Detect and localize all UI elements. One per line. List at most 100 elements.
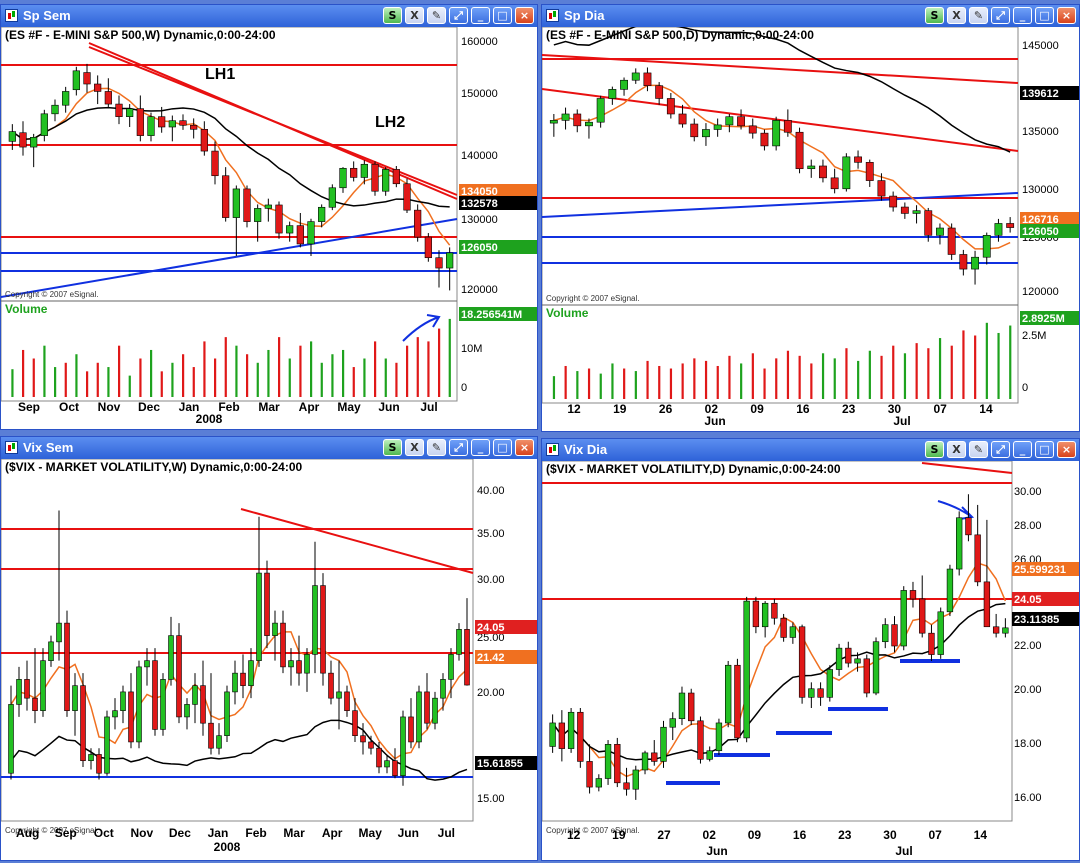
- volume-bar: [1009, 325, 1012, 399]
- candle-body: [435, 257, 443, 269]
- candle-body: [725, 116, 734, 126]
- price-label: 126050: [1022, 226, 1059, 238]
- volume-bar: [775, 358, 778, 399]
- y-tick-label: 30.00: [1014, 486, 1042, 498]
- volume-bar: [786, 350, 790, 399]
- interval-button[interactable]: X: [947, 7, 966, 24]
- symbol-button[interactable]: S: [383, 439, 402, 456]
- close-button[interactable]: ×: [515, 439, 534, 456]
- candle-body: [889, 195, 898, 208]
- link-icon[interactable]: ⤢: [991, 7, 1010, 24]
- link-icon[interactable]: ⤢: [991, 441, 1010, 458]
- volume-bar: [267, 349, 270, 397]
- y-tick-label: 15.00: [477, 793, 505, 805]
- symbol-button[interactable]: S: [925, 441, 944, 458]
- volume-bar: [576, 371, 579, 399]
- candle-body: [232, 188, 240, 218]
- volume-bar: [599, 373, 602, 399]
- y-tick-label: 135000: [1022, 126, 1059, 138]
- chart-window-sp-dia[interactable]: Sp Dia S X ✎ ⤢ _ □ × (ES #F - E-MINI S&P…: [541, 4, 1080, 432]
- candle-body: [936, 227, 944, 236]
- app-icon: [5, 441, 18, 454]
- trend-line: [921, 462, 1013, 474]
- maximize-button[interactable]: □: [1035, 7, 1054, 24]
- minimize-button[interactable]: _: [471, 7, 490, 24]
- candle-body: [248, 660, 254, 686]
- minimize-button[interactable]: _: [1013, 441, 1032, 458]
- candle-body: [549, 722, 556, 747]
- candle-body: [115, 103, 123, 117]
- candle-body: [40, 113, 48, 136]
- x-tick-label: Mar: [283, 826, 305, 840]
- x-tick-label: 27: [657, 828, 671, 842]
- volume-bar: [751, 353, 754, 399]
- volume-bar: [203, 341, 206, 397]
- candle-body: [734, 664, 741, 739]
- price-chart[interactable]: ($VIX - MARKET VOLATILITY,W) Dynamic,0:0…: [1, 459, 537, 860]
- y-tick-label: 35.00: [477, 528, 505, 540]
- volume-bar: [288, 358, 291, 397]
- y-tick-label: 145000: [1022, 40, 1059, 52]
- volume-bar: [139, 358, 142, 397]
- volume-value: 2.8925M: [1022, 313, 1065, 325]
- candle-body: [631, 72, 640, 81]
- minimize-button[interactable]: _: [471, 439, 490, 456]
- volume-value-box: [459, 307, 537, 321]
- window-title: Sp Sem: [23, 8, 71, 23]
- interval-button[interactable]: X: [947, 441, 966, 458]
- candle-body: [608, 89, 617, 99]
- close-button[interactable]: ×: [515, 7, 534, 24]
- x-tick-label: Mar: [258, 400, 280, 414]
- candle-body: [336, 691, 342, 699]
- chart-window-sp-sem[interactable]: Sp Sem S X ✎ ⤢ _ □ × (ES #F - E-MINI S&P…: [0, 4, 538, 430]
- candle-body: [424, 236, 432, 259]
- candle-body: [872, 641, 880, 694]
- chart-window-vix-dia[interactable]: Vix Dia S X ✎ ⤢ _ □ × ($VIX - MARKET VOL…: [541, 438, 1080, 861]
- x-tick-label: Aug: [16, 826, 39, 840]
- close-button[interactable]: ×: [1057, 441, 1076, 458]
- chart-window-vix-sem[interactable]: Vix Sem S X ✎ ⤢ _ □ × ($VIX - MARKET VOL…: [0, 436, 538, 861]
- x-sub-label: 2008: [214, 840, 241, 854]
- volume-bar: [448, 318, 451, 397]
- window-titlebar[interactable]: Sp Dia S X ✎ ⤢ _ □ ×: [542, 5, 1079, 27]
- window-titlebar[interactable]: Sp Sem S X ✎ ⤢ _ □ ×: [1, 5, 537, 27]
- minimize-button[interactable]: _: [1013, 7, 1032, 24]
- candle-body: [136, 108, 144, 136]
- price-chart[interactable]: (ES #F - E-MINI S&P 500,W) Dynamic,0:00-…: [1, 27, 537, 429]
- price-label-box: [1012, 592, 1079, 606]
- price-label: 139612: [1022, 88, 1059, 100]
- volume-bar: [256, 362, 259, 397]
- edit-icon[interactable]: ✎: [427, 439, 446, 456]
- candle-body: [620, 79, 628, 90]
- candle-body: [666, 98, 675, 115]
- edit-icon[interactable]: ✎: [427, 7, 446, 24]
- symbol-button[interactable]: S: [383, 7, 402, 24]
- price-chart[interactable]: (ES #F - E-MINI S&P 500,D) Dynamic,0:00-…: [542, 27, 1079, 431]
- window-titlebar[interactable]: Vix Sem S X ✎ ⤢ _ □ ×: [1, 437, 537, 459]
- link-icon[interactable]: ⤢: [449, 439, 468, 456]
- moving-average-orange: [552, 562, 1007, 778]
- volume-bar: [634, 371, 637, 399]
- interval-button[interactable]: X: [405, 439, 424, 456]
- x-tick-label: 12: [567, 828, 581, 842]
- candle-body: [808, 688, 815, 698]
- maximize-button[interactable]: □: [1035, 441, 1054, 458]
- candle-body: [211, 150, 219, 177]
- edit-icon[interactable]: ✎: [969, 7, 988, 24]
- link-icon[interactable]: ⤢: [449, 7, 468, 24]
- candle-body: [208, 722, 214, 749]
- price-label: 23.11385: [1014, 614, 1059, 626]
- volume-bar: [107, 367, 110, 397]
- candle-body: [168, 120, 176, 128]
- window-titlebar[interactable]: Vix Dia S X ✎ ⤢ _ □ ×: [542, 439, 1079, 461]
- maximize-button[interactable]: □: [493, 439, 512, 456]
- close-button[interactable]: ×: [1057, 7, 1076, 24]
- maximize-button[interactable]: □: [493, 7, 512, 24]
- interval-button[interactable]: X: [405, 7, 424, 24]
- symbol-button[interactable]: S: [925, 7, 944, 24]
- candle-body: [737, 116, 745, 127]
- candle-body: [328, 672, 334, 699]
- candle-body: [126, 108, 134, 117]
- edit-icon[interactable]: ✎: [969, 441, 988, 458]
- price-chart[interactable]: ($VIX - MARKET VOLATILITY,D) Dynamic,0:0…: [542, 461, 1079, 860]
